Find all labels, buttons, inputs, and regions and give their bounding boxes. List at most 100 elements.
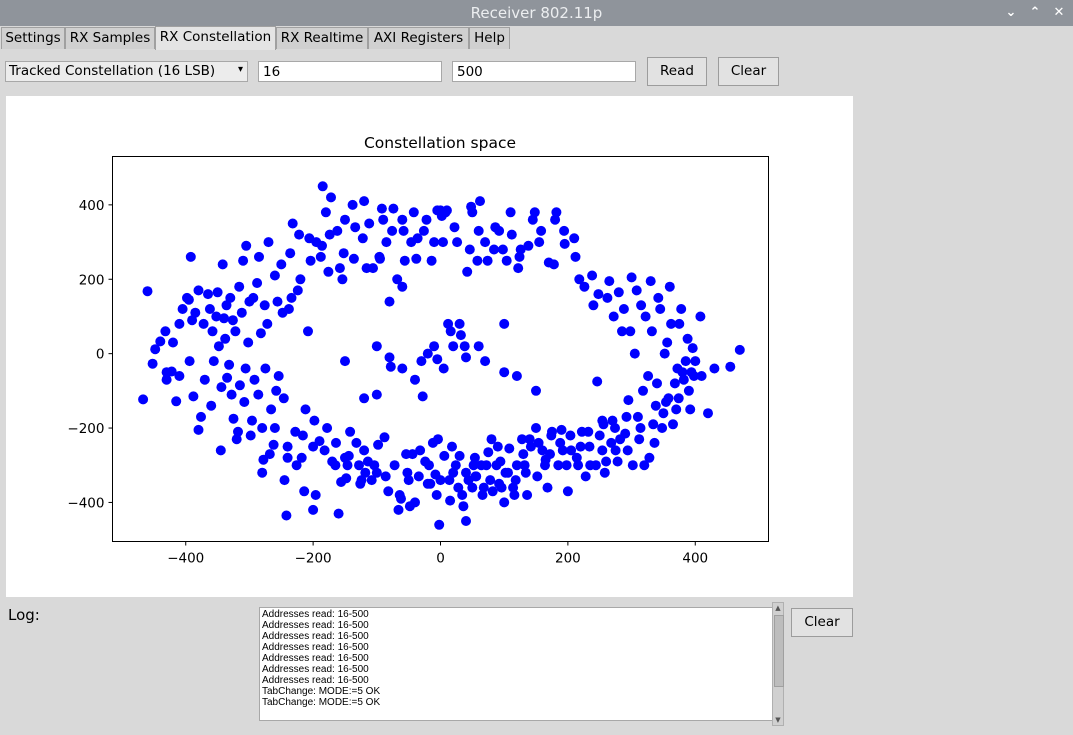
data-point <box>438 363 449 374</box>
ticks-layer: −400 −200 0 200 400 −400 −200 0 200 400 <box>67 198 708 567</box>
maximize-icon[interactable]: ⌃ <box>1029 5 1041 20</box>
data-point <box>308 504 319 515</box>
clear-plot-button[interactable]: Clear <box>718 57 779 86</box>
data-point <box>682 333 693 344</box>
minimize-icon[interactable]: ⌄ <box>1005 5 1017 20</box>
data-point <box>518 449 529 460</box>
data-point <box>532 471 543 482</box>
data-point <box>439 450 450 461</box>
data-point <box>734 344 745 355</box>
data-point <box>300 404 311 415</box>
data-point <box>468 460 479 471</box>
start-address-input[interactable] <box>258 61 442 82</box>
data-point <box>525 441 536 452</box>
data-point <box>319 445 330 456</box>
data-point <box>304 233 315 244</box>
data-point <box>190 307 201 318</box>
data-point <box>228 413 239 424</box>
data-point <box>425 478 436 489</box>
scrollbar-thumb[interactable] <box>774 615 784 687</box>
data-point <box>522 490 533 500</box>
data-point <box>392 274 403 285</box>
y-tick-label: 200 <box>79 272 105 288</box>
data-point <box>208 356 219 367</box>
data-point <box>625 326 636 337</box>
data-point <box>420 456 431 467</box>
data-point <box>259 300 270 311</box>
data-point <box>291 460 302 471</box>
data-point <box>580 471 591 482</box>
data-point <box>673 393 684 404</box>
data-point <box>171 396 182 407</box>
data-point <box>646 326 657 337</box>
data-point <box>506 229 517 240</box>
data-point <box>426 255 437 266</box>
log-line: Addresses read: 16-500 <box>262 675 369 686</box>
tab-rx-constellation[interactable]: RX Constellation <box>155 26 276 50</box>
data-point <box>490 222 501 233</box>
data-point <box>371 341 382 352</box>
data-point <box>221 300 232 311</box>
close-icon[interactable]: ✕ <box>1053 5 1065 20</box>
tab-help[interactable]: Help <box>469 27 510 49</box>
data-point <box>371 467 382 478</box>
data-point <box>583 426 594 437</box>
data-point <box>447 441 457 452</box>
tab-rx-realtime[interactable]: RX Realtime <box>276 27 368 49</box>
log-scrollbar[interactable]: ▲ ▼ <box>772 602 784 726</box>
data-point <box>249 374 260 385</box>
data-point <box>574 274 585 285</box>
count-input[interactable] <box>452 61 636 82</box>
window-title: Receiver 802.11p <box>470 4 603 22</box>
data-point <box>227 315 238 326</box>
data-point <box>217 259 228 270</box>
data-point <box>272 296 283 307</box>
data-point <box>686 367 697 378</box>
log-textarea[interactable]: Addresses read: 16-500 Addresses read: 1… <box>259 607 774 721</box>
log-line: Addresses read: 16-500 <box>262 642 369 653</box>
tab-settings[interactable]: Settings <box>1 27 65 49</box>
data-point <box>359 445 370 456</box>
data-point <box>193 424 204 435</box>
data-point <box>509 490 520 500</box>
data-point <box>453 482 464 493</box>
data-point <box>185 251 196 262</box>
data-point <box>671 404 682 415</box>
log-line: TabChange: MODE:=5 OK <box>262 697 381 708</box>
data-point <box>462 266 473 277</box>
data-point <box>383 486 394 497</box>
data-point <box>566 445 577 456</box>
scroll-up-icon[interactable]: ▲ <box>775 604 781 612</box>
data-point <box>277 307 288 318</box>
constellation-chart: Constellation space −400 −200 0 200 400−400−… <box>67 134 769 567</box>
log-line: Addresses read: 16-500 <box>262 620 369 631</box>
scroll-down-icon[interactable]: ▼ <box>775 716 781 724</box>
tab-axi-registers[interactable]: AXI Registers <box>368 27 469 49</box>
data-point <box>287 218 298 229</box>
clear-log-button[interactable]: Clear <box>791 608 853 637</box>
data-point <box>378 214 389 225</box>
data-point <box>385 361 396 372</box>
data-point <box>207 326 218 337</box>
data-point <box>655 304 666 314</box>
data-point <box>445 495 456 506</box>
data-point <box>357 233 368 244</box>
data-point <box>481 460 492 471</box>
data-point <box>373 439 384 450</box>
data-point <box>664 281 675 292</box>
data-point <box>650 400 661 411</box>
tab-rx-samples[interactable]: RX Samples <box>65 27 155 49</box>
data-point <box>260 363 271 374</box>
data-point <box>575 441 586 452</box>
data-point <box>634 434 645 445</box>
data-point <box>658 408 669 419</box>
data-point <box>199 374 210 385</box>
data-point <box>336 477 347 487</box>
data-point <box>472 255 483 266</box>
read-button[interactable]: Read <box>647 57 707 86</box>
data-point <box>627 460 638 471</box>
data-point <box>457 490 468 500</box>
data-point <box>636 300 647 311</box>
mode-select[interactable]: Tracked Constellation (16 LSB) ▾ <box>5 61 248 82</box>
data-point <box>350 222 361 233</box>
